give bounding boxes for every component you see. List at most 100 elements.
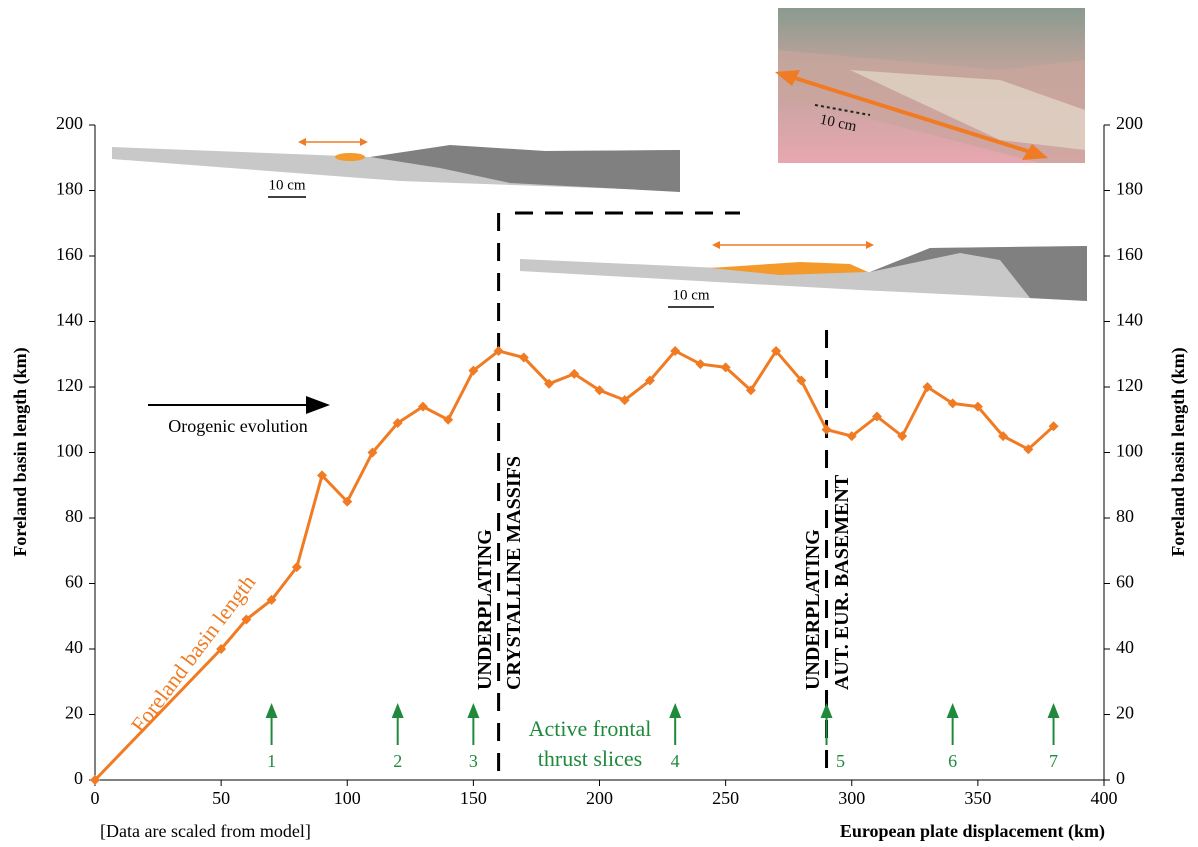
y-tick-label: 60 xyxy=(65,572,83,592)
data-point xyxy=(417,401,428,412)
data-point xyxy=(569,368,580,379)
y-tick-label: 0 xyxy=(74,768,83,788)
y2-axis-label: Foreland basin length (km) xyxy=(1168,347,1189,556)
thrust-arrowhead xyxy=(1047,703,1060,718)
thrust-label: 4 xyxy=(671,751,680,771)
phase-label: UNDERPLATING xyxy=(474,529,496,690)
data-point xyxy=(241,614,252,625)
thrust-arrowhead xyxy=(946,703,959,718)
thrust-title: Active frontal xyxy=(529,716,652,741)
y-tick-label: 160 xyxy=(56,244,83,264)
thrust-arrowhead xyxy=(391,703,404,718)
data-point xyxy=(619,395,630,406)
thrust-arrowhead xyxy=(467,703,480,718)
y2-tick-label: 0 xyxy=(1116,768,1125,788)
y-tick-label: 200 xyxy=(56,113,83,133)
data-point xyxy=(947,398,958,409)
x-tick-label: 350 xyxy=(964,788,991,808)
y2-tick-label: 100 xyxy=(1116,441,1143,461)
data-point xyxy=(897,431,908,442)
x-tick-label: 300 xyxy=(838,788,865,808)
y2-tick-label: 120 xyxy=(1116,375,1143,395)
cross-section-2: 10 cm xyxy=(520,241,1087,308)
data-point xyxy=(367,447,378,458)
data-point xyxy=(644,375,655,386)
thrust-arrowhead xyxy=(669,703,682,718)
photo-scale-label: 10 cm xyxy=(818,112,858,135)
note: [Data are scaled from model] xyxy=(100,821,311,841)
data-point xyxy=(216,644,227,654)
y-tick-label: 20 xyxy=(65,703,83,723)
thrust-label: 7 xyxy=(1049,751,1058,771)
data-point xyxy=(670,345,681,356)
data-point xyxy=(922,382,933,392)
data-point xyxy=(1048,421,1059,432)
thrust-label: 3 xyxy=(469,751,478,771)
x-axis-label: European plate displacement (km) xyxy=(840,821,1105,842)
data-point xyxy=(720,362,731,373)
data-point xyxy=(821,424,832,435)
data-point xyxy=(317,470,328,481)
data-point xyxy=(90,775,100,785)
x-tick-label: 50 xyxy=(212,788,230,808)
data-point xyxy=(972,401,983,412)
thrust-arrowhead xyxy=(265,703,278,718)
y-tick-label: 100 xyxy=(56,441,83,461)
phase-label: CRYSTALLINE MASSIFS xyxy=(503,456,525,690)
thrust-label: 6 xyxy=(948,751,957,771)
y-tick-label: 180 xyxy=(56,179,83,199)
y-tick-label: 120 xyxy=(56,375,83,395)
evolution-arrowhead xyxy=(306,396,330,414)
section-scale-label: 10 cm xyxy=(268,177,305,193)
data-point xyxy=(695,359,706,370)
thrust-label: 1 xyxy=(267,751,276,771)
x-tick-label: 100 xyxy=(334,788,361,808)
data-point xyxy=(266,594,277,605)
y2-tick-label: 80 xyxy=(1116,506,1134,526)
thrust-label: 5 xyxy=(836,751,845,771)
data-point xyxy=(745,385,756,396)
section-scale-label: 10 cm xyxy=(672,287,709,303)
thrust-label: 2 xyxy=(393,751,402,771)
phase-label: AUT. EUR. BASEMENT xyxy=(831,474,853,690)
data-point xyxy=(493,345,504,356)
x-tick-label: 400 xyxy=(1091,788,1118,808)
y2-tick-label: 20 xyxy=(1116,703,1134,723)
data-point xyxy=(544,378,555,389)
data-point xyxy=(392,418,403,429)
y2-tick-label: 160 xyxy=(1116,244,1143,264)
y2-tick-label: 60 xyxy=(1116,572,1134,592)
thrust-arrowhead xyxy=(820,703,833,718)
x-tick-label: 0 xyxy=(91,788,100,808)
data-point xyxy=(998,431,1009,442)
y-tick-label: 140 xyxy=(56,310,83,330)
y-tick-label: 80 xyxy=(65,506,83,526)
y2-tick-label: 40 xyxy=(1116,637,1134,657)
evolution-label: Orogenic evolution xyxy=(168,416,307,436)
y2-tick-label: 200 xyxy=(1116,113,1143,133)
data-point xyxy=(594,385,605,396)
cross-section-1: 10 cm xyxy=(112,138,680,198)
thrust-title: thrust slices xyxy=(538,746,643,771)
data-point xyxy=(1023,444,1034,455)
data-point xyxy=(468,365,479,376)
y2-tick-label: 180 xyxy=(1116,179,1143,199)
data-point xyxy=(871,411,882,422)
x-tick-label: 250 xyxy=(712,788,739,808)
y2-tick-label: 140 xyxy=(1116,310,1143,330)
phase-label: UNDERPLATING xyxy=(802,529,824,690)
series-label: Foreland basin length xyxy=(126,570,261,737)
x-tick-label: 200 xyxy=(586,788,613,808)
model-photo: 10 cm xyxy=(775,8,1085,163)
x-tick-label: 150 xyxy=(460,788,487,808)
data-point xyxy=(518,352,529,363)
data-point xyxy=(443,414,454,425)
data-point xyxy=(342,496,353,507)
data-point xyxy=(846,431,857,442)
data-point xyxy=(291,562,302,573)
y-axis-label: Foreland basin length (km) xyxy=(10,347,31,556)
y-tick-label: 40 xyxy=(65,637,83,657)
data-point xyxy=(796,375,807,386)
data-point xyxy=(771,345,782,356)
